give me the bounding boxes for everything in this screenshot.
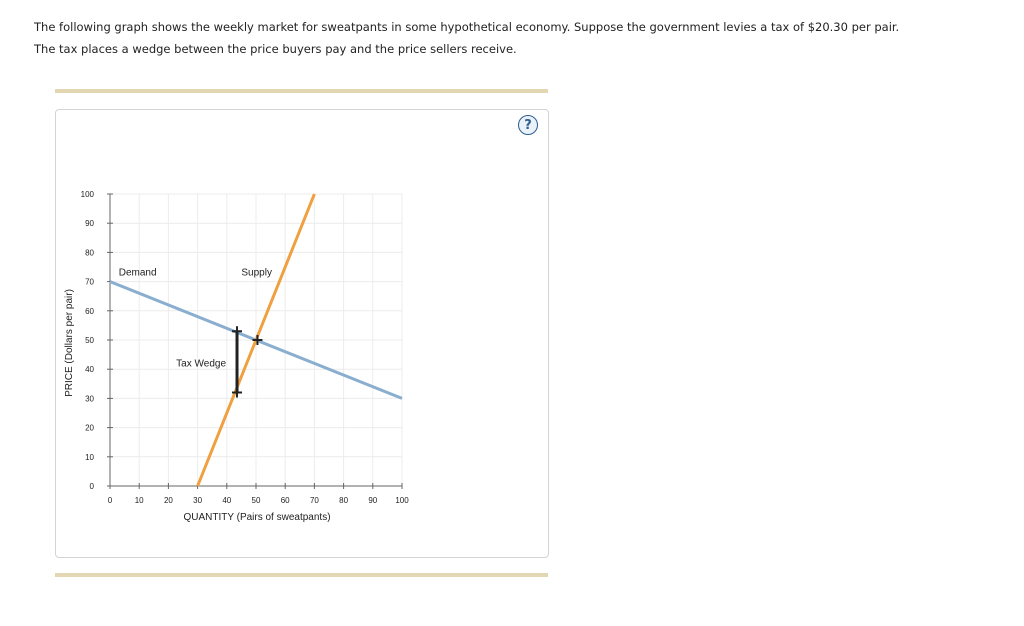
y-tick-label: 20 [85, 424, 94, 433]
question-text: The following graph shows the weekly mar… [34, 16, 899, 60]
x-axis-label: QUANTITY (Pairs of sweatpants) [183, 512, 330, 523]
supply-label: Supply [241, 268, 272, 279]
y-tick-label: 50 [85, 336, 94, 345]
top-divider [55, 89, 548, 93]
y-tick-label: 40 [85, 365, 94, 374]
x-tick-label: 30 [193, 496, 202, 505]
demand-label: Demand [119, 268, 157, 279]
y-tick-label: 30 [85, 394, 94, 403]
x-tick-label: 0 [108, 496, 113, 505]
x-tick-label: 100 [395, 496, 409, 505]
point-marker[interactable] [252, 335, 263, 345]
x-tick-label: 80 [339, 496, 348, 505]
question-line-2: The tax places a wedge between the price… [34, 42, 517, 56]
y-tick-label: 80 [85, 248, 94, 257]
help-icon[interactable]: ? [518, 115, 538, 135]
y-tick-label: 90 [85, 219, 94, 228]
point-marker[interactable] [232, 387, 243, 398]
bottom-divider [55, 573, 548, 577]
x-tick-label: 40 [222, 496, 231, 505]
y-tick-label: 10 [85, 453, 94, 462]
y-tick-label: 70 [85, 278, 94, 287]
x-tick-label: 50 [252, 496, 261, 505]
graph-panel [55, 109, 549, 558]
point-marker[interactable] [232, 326, 243, 337]
y-tick-label: 100 [81, 190, 95, 199]
x-tick-label: 70 [310, 496, 319, 505]
x-tick-label: 90 [368, 496, 377, 505]
x-tick-label: 10 [135, 496, 144, 505]
tax-wedge-label: Tax Wedge [176, 358, 226, 369]
question-line-1: The following graph shows the weekly mar… [34, 20, 900, 34]
x-tick-label: 60 [281, 496, 290, 505]
y-axis-label: PRICE (Dollars per pair) [64, 289, 75, 397]
x-tick-label: 20 [164, 496, 173, 505]
y-tick-label: 60 [85, 307, 94, 316]
y-tick-label: 0 [90, 482, 95, 491]
